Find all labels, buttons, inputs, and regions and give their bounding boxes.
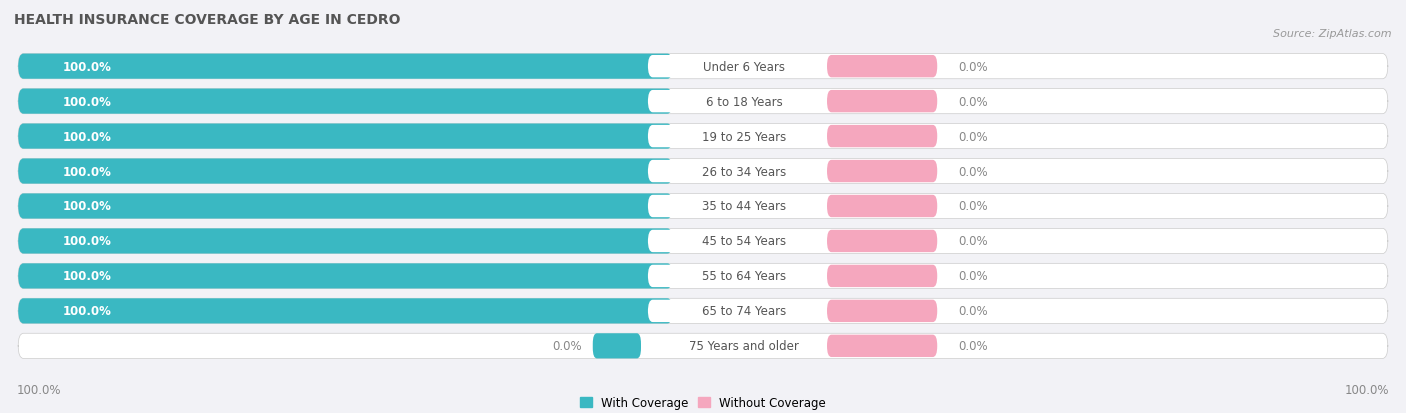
FancyBboxPatch shape — [648, 335, 841, 357]
Legend: With Coverage, Without Coverage: With Coverage, Without Coverage — [575, 392, 831, 413]
FancyBboxPatch shape — [648, 126, 841, 148]
FancyBboxPatch shape — [648, 161, 841, 183]
FancyBboxPatch shape — [827, 161, 938, 183]
Text: 75 Years and older: 75 Years and older — [689, 339, 799, 352]
Text: HEALTH INSURANCE COVERAGE BY AGE IN CEDRO: HEALTH INSURANCE COVERAGE BY AGE IN CEDR… — [14, 13, 401, 27]
Text: 100.0%: 100.0% — [62, 61, 111, 74]
Text: 0.0%: 0.0% — [957, 305, 987, 318]
FancyBboxPatch shape — [648, 91, 841, 113]
FancyBboxPatch shape — [593, 333, 641, 358]
FancyBboxPatch shape — [827, 265, 938, 287]
Text: 100.0%: 100.0% — [62, 305, 111, 318]
Text: 0.0%: 0.0% — [957, 130, 987, 143]
FancyBboxPatch shape — [18, 124, 672, 150]
FancyBboxPatch shape — [18, 55, 1388, 80]
Text: Under 6 Years: Under 6 Years — [703, 61, 786, 74]
FancyBboxPatch shape — [827, 195, 938, 218]
Text: 0.0%: 0.0% — [553, 339, 582, 352]
FancyBboxPatch shape — [18, 194, 1388, 219]
Text: 100.0%: 100.0% — [62, 130, 111, 143]
Text: 0.0%: 0.0% — [957, 339, 987, 352]
Text: 0.0%: 0.0% — [957, 165, 987, 178]
FancyBboxPatch shape — [827, 300, 938, 322]
FancyBboxPatch shape — [18, 299, 1388, 324]
Text: Source: ZipAtlas.com: Source: ZipAtlas.com — [1274, 29, 1392, 39]
Text: 55 to 64 Years: 55 to 64 Years — [702, 270, 786, 283]
Text: 100.0%: 100.0% — [62, 165, 111, 178]
FancyBboxPatch shape — [18, 229, 672, 254]
Text: 26 to 34 Years: 26 to 34 Years — [702, 165, 786, 178]
Text: 0.0%: 0.0% — [957, 200, 987, 213]
FancyBboxPatch shape — [827, 126, 938, 148]
Text: 100.0%: 100.0% — [62, 200, 111, 213]
FancyBboxPatch shape — [18, 333, 1388, 358]
FancyBboxPatch shape — [18, 89, 1388, 114]
FancyBboxPatch shape — [648, 195, 841, 218]
FancyBboxPatch shape — [827, 56, 938, 78]
Text: 45 to 54 Years: 45 to 54 Years — [702, 235, 786, 248]
Text: 100.0%: 100.0% — [62, 235, 111, 248]
Text: 0.0%: 0.0% — [957, 270, 987, 283]
Text: 100.0%: 100.0% — [62, 95, 111, 108]
FancyBboxPatch shape — [648, 56, 841, 78]
FancyBboxPatch shape — [827, 335, 938, 357]
Text: 19 to 25 Years: 19 to 25 Years — [702, 130, 786, 143]
FancyBboxPatch shape — [648, 300, 841, 322]
Text: 35 to 44 Years: 35 to 44 Years — [702, 200, 786, 213]
Text: 0.0%: 0.0% — [957, 95, 987, 108]
FancyBboxPatch shape — [18, 263, 1388, 289]
FancyBboxPatch shape — [18, 263, 672, 289]
Text: 0.0%: 0.0% — [957, 61, 987, 74]
FancyBboxPatch shape — [18, 299, 672, 324]
FancyBboxPatch shape — [648, 265, 841, 287]
Text: 6 to 18 Years: 6 to 18 Years — [706, 95, 783, 108]
FancyBboxPatch shape — [827, 91, 938, 113]
Text: 100.0%: 100.0% — [17, 384, 62, 396]
Text: 0.0%: 0.0% — [957, 235, 987, 248]
Text: 65 to 74 Years: 65 to 74 Years — [702, 305, 786, 318]
FancyBboxPatch shape — [18, 229, 1388, 254]
FancyBboxPatch shape — [18, 55, 672, 80]
Text: 100.0%: 100.0% — [1344, 384, 1389, 396]
FancyBboxPatch shape — [18, 159, 1388, 184]
FancyBboxPatch shape — [18, 159, 672, 184]
FancyBboxPatch shape — [18, 89, 672, 114]
FancyBboxPatch shape — [648, 230, 841, 252]
Text: 100.0%: 100.0% — [62, 270, 111, 283]
FancyBboxPatch shape — [18, 124, 1388, 150]
FancyBboxPatch shape — [18, 194, 672, 219]
FancyBboxPatch shape — [827, 230, 938, 252]
